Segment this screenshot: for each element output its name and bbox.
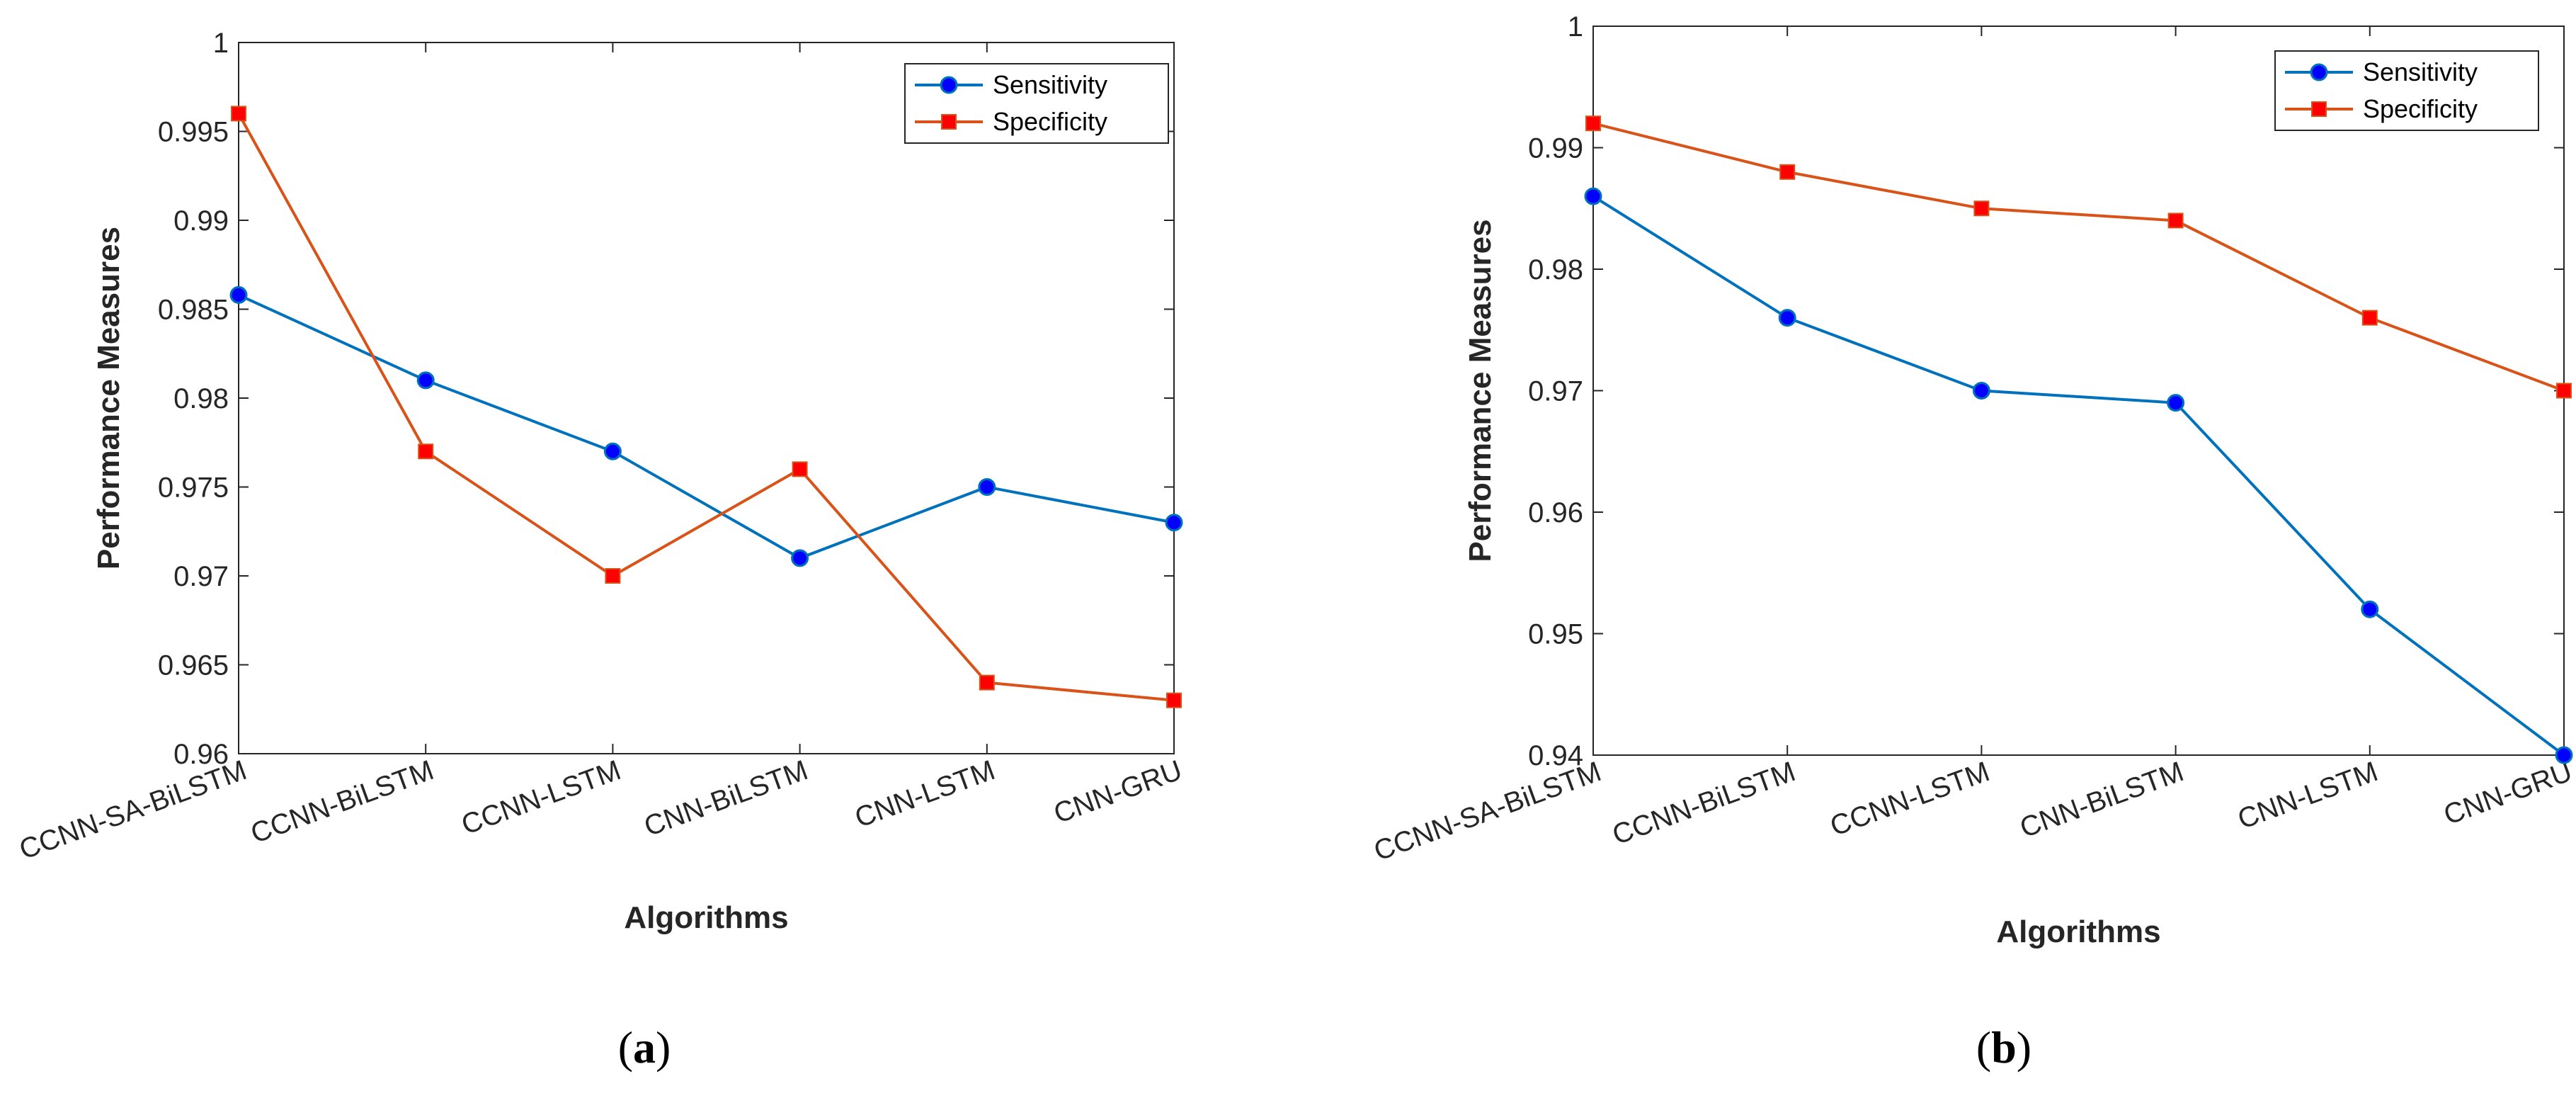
chart-a: 0.960.9650.970.9750.980.9850.990.9951CCN… [16, 28, 1186, 1072]
data-point-sensitivity [1165, 514, 1183, 532]
y-tick-label: 1 [1568, 11, 1583, 43]
y-axis-title: Performance Measures [1463, 219, 1498, 562]
y-tick-label: 0.98 [1528, 254, 1583, 285]
data-point-specificity [605, 568, 621, 584]
panel-label: (a) [618, 1022, 671, 1072]
panel-label-letter: a [633, 1022, 656, 1072]
data-point-specificity [979, 674, 995, 691]
data-point-sensitivity [229, 285, 248, 304]
x-axis-title: Algorithms [624, 900, 788, 935]
legend-marker-sensitivity [940, 76, 958, 94]
data-point-specificity [418, 443, 434, 460]
data-point-specificity [1973, 200, 1990, 217]
series-line-specificity [1592, 122, 2565, 392]
data-point-specificity [2556, 383, 2572, 399]
y-axis-title: Performance Measures [91, 227, 126, 570]
y-tick-label: 0.98 [173, 383, 229, 414]
data-point-sensitivity [2361, 600, 2379, 618]
data-point-sensitivity [791, 549, 809, 567]
data-point-specificity [1779, 164, 1796, 180]
y-tick-label: 0.995 [158, 117, 229, 148]
panel-label-close: ) [656, 1022, 671, 1072]
data-point-sensitivity [1972, 382, 1990, 400]
data-point-specificity [1585, 115, 1601, 132]
series-line-sensitivity [1592, 195, 2565, 757]
data-point-specificity [2167, 213, 2184, 229]
y-tick-label: 0.985 [158, 295, 229, 326]
data-point-specificity [231, 106, 246, 122]
data-point-sensitivity [603, 442, 622, 460]
panel-label-letter: b [1991, 1022, 2017, 1072]
legend-label-sensitivity: Sensitivity [993, 70, 1107, 99]
legend-marker-sensitivity [2310, 63, 2328, 81]
panel-label-close: ) [2017, 1022, 2031, 1072]
x-axis-title: Algorithms [1996, 914, 2160, 949]
y-tick-label: 0.99 [173, 205, 229, 237]
panel-label-open: ( [1976, 1022, 1991, 1072]
series-line-specificity [237, 113, 1175, 702]
data-point-specificity [2361, 310, 2378, 326]
y-tick-label: 0.96 [173, 739, 229, 770]
plot-area [238, 42, 1175, 754]
y-tick-label: 1 [213, 28, 229, 59]
legend-marker-specificity [2311, 101, 2327, 117]
data-point-specificity [792, 461, 808, 477]
panel-label-open: ( [618, 1022, 633, 1072]
data-point-sensitivity [1778, 309, 1796, 327]
legend-label-specificity: Specificity [2363, 94, 2478, 123]
y-tick-label: 0.99 [1528, 133, 1583, 164]
data-point-sensitivity [2167, 394, 2185, 412]
y-tick-label: 0.96 [1528, 497, 1583, 528]
data-point-sensitivity [1584, 187, 1602, 205]
series-line-sensitivity [238, 293, 1175, 560]
data-point-specificity [1166, 692, 1182, 708]
y-tick-label: 0.975 [158, 472, 229, 504]
data-point-sensitivity [978, 478, 996, 496]
y-tick-label: 0.94 [1528, 740, 1583, 771]
y-tick-label: 0.97 [1528, 376, 1583, 407]
y-tick-label: 0.965 [158, 650, 229, 681]
legend-label-specificity: Specificity [993, 107, 1107, 136]
data-point-sensitivity [2555, 746, 2573, 764]
legend-marker-specificity [941, 114, 957, 130]
panel-label: (b) [1976, 1022, 2031, 1072]
y-tick-label: 0.97 [173, 561, 229, 592]
legend-label-sensitivity: Sensitivity [2363, 57, 2478, 86]
y-tick-label: 0.95 [1528, 619, 1583, 650]
data-point-sensitivity [416, 371, 435, 390]
